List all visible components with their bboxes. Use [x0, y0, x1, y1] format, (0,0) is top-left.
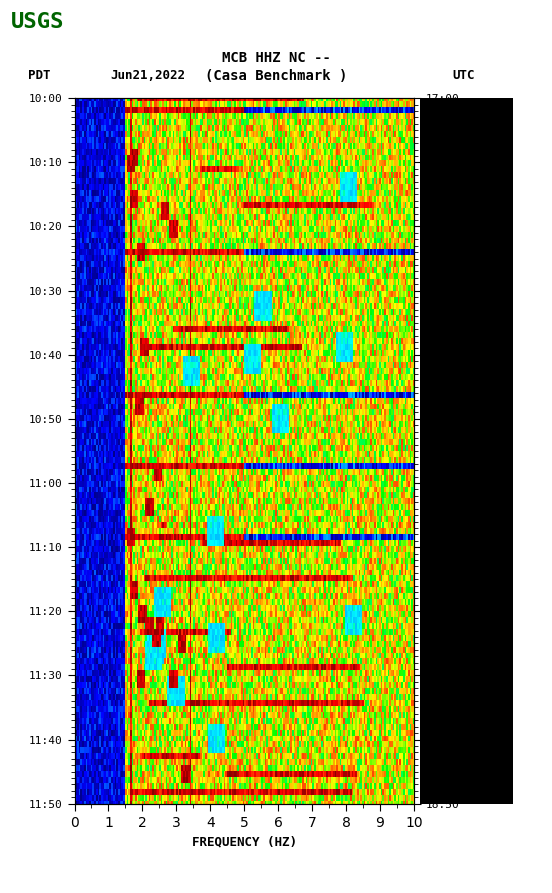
Text: USGS: USGS [11, 13, 65, 32]
X-axis label: FREQUENCY (HZ): FREQUENCY (HZ) [192, 835, 297, 848]
Text: UTC: UTC [453, 70, 475, 82]
Text: MCB HHZ NC --: MCB HHZ NC -- [221, 51, 331, 65]
Text: (Casa Benchmark ): (Casa Benchmark ) [205, 69, 347, 83]
Text: Jun21,2022: Jun21,2022 [110, 70, 185, 82]
Text: PDT: PDT [28, 70, 50, 82]
